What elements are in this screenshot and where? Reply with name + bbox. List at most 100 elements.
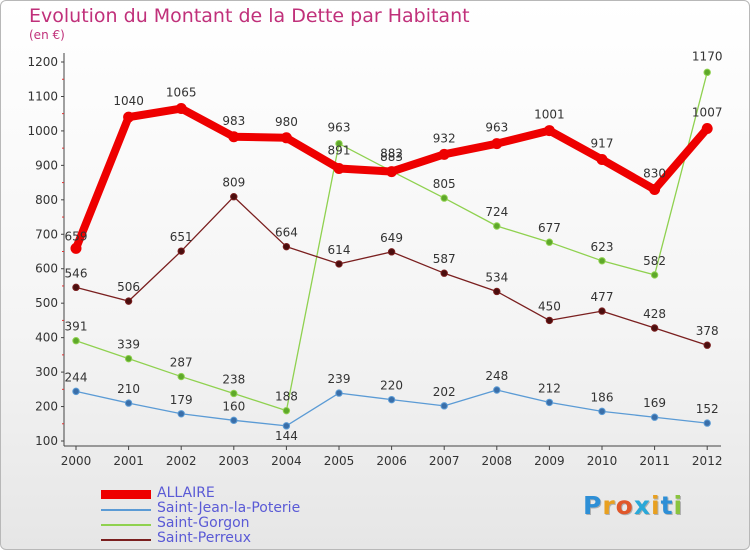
data-label: 883 <box>380 150 403 164</box>
data-label: 546 <box>65 266 88 280</box>
data-point <box>124 354 133 363</box>
y-tick-label: 500 <box>35 296 58 310</box>
series-line-allaire <box>72 104 712 253</box>
x-tick-label: 2003 <box>219 454 250 468</box>
data-label: 664 <box>275 226 298 240</box>
data-point <box>280 132 292 144</box>
data-label: 152 <box>696 402 719 416</box>
data-point <box>124 399 133 407</box>
data-point <box>440 269 448 277</box>
data-point <box>72 337 80 345</box>
data-point <box>335 389 343 397</box>
data-label: 534 <box>485 270 508 284</box>
data-label: 212 <box>538 381 561 395</box>
data-point <box>438 148 450 160</box>
data-label: 724 <box>485 205 508 219</box>
y-tick-label: 200 <box>35 400 58 414</box>
legend-swatch <box>101 539 151 541</box>
data-label: 1007 <box>692 105 723 119</box>
x-tick-label: 2009 <box>534 454 565 468</box>
data-label: 477 <box>591 290 614 304</box>
data-label: 506 <box>117 280 140 294</box>
logo-letter: P <box>583 491 603 520</box>
data-point <box>123 111 135 123</box>
logo-letter: o <box>615 491 634 520</box>
data-label: 649 <box>380 231 403 245</box>
data-point <box>72 387 80 396</box>
data-label: 179 <box>170 393 193 407</box>
data-label: 917 <box>591 137 614 151</box>
data-point <box>282 406 291 415</box>
y-tick-label: 1000 <box>27 124 58 138</box>
data-label: 587 <box>433 252 456 266</box>
data-point <box>230 389 238 398</box>
logo-letter: i <box>673 491 684 520</box>
data-point <box>230 416 238 425</box>
data-point <box>701 122 713 134</box>
data-point <box>282 242 291 251</box>
data-label: 659 <box>65 229 88 243</box>
data-label: 932 <box>433 131 456 145</box>
data-label: 238 <box>222 372 245 386</box>
data-label: 1065 <box>166 86 197 100</box>
data-point <box>545 316 554 325</box>
data-point <box>440 402 448 410</box>
data-point <box>333 162 345 174</box>
legend-swatch <box>101 490 151 499</box>
data-point <box>335 260 343 268</box>
data-point <box>649 183 661 195</box>
data-point <box>598 407 606 416</box>
y-tick-label: 100 <box>35 434 58 448</box>
y-tick-label: 600 <box>35 262 58 276</box>
data-point <box>493 222 501 230</box>
logo-letter: t <box>660 491 674 520</box>
data-point <box>703 341 711 349</box>
y-tick-label: 1200 <box>27 55 58 69</box>
data-label: 244 <box>65 370 88 384</box>
data-point <box>282 422 291 430</box>
data-point <box>387 248 396 256</box>
x-tick-label: 2012 <box>692 454 723 468</box>
logo-letter: i <box>651 491 661 520</box>
data-label: 983 <box>222 114 245 128</box>
data-point <box>228 131 240 143</box>
data-point <box>124 297 133 305</box>
proxiti-logo: Proxiti <box>583 491 683 520</box>
y-tick-label: 700 <box>35 227 58 241</box>
data-label: 1040 <box>113 94 144 108</box>
data-label: 677 <box>538 221 561 235</box>
data-point <box>177 410 185 418</box>
data-point <box>703 68 711 77</box>
x-tick-label: 2006 <box>376 454 407 468</box>
data-label: 614 <box>328 243 351 257</box>
data-point <box>493 386 501 394</box>
data-point <box>650 413 659 421</box>
data-point <box>177 247 185 255</box>
data-label: 188 <box>275 390 298 404</box>
data-label: 169 <box>643 396 666 410</box>
data-point <box>491 138 503 150</box>
data-label: 391 <box>65 320 88 334</box>
data-point <box>386 166 398 178</box>
data-label: 882 <box>380 147 403 161</box>
data-label: 378 <box>696 324 719 338</box>
data-point <box>177 372 185 381</box>
data-point <box>596 154 608 166</box>
legend-label: Saint-Perreux <box>157 530 252 546</box>
data-label: 891 <box>328 143 351 157</box>
x-tick-label: 2004 <box>271 454 302 468</box>
data-label: 809 <box>222 176 245 190</box>
x-tick-label: 2002 <box>166 454 197 468</box>
data-point <box>543 125 555 137</box>
x-tick-label: 2001 <box>113 454 144 468</box>
logo-letter: x <box>633 491 651 520</box>
data-point <box>545 238 554 246</box>
legend-label: ALLAIRE <box>157 485 215 501</box>
data-label: 450 <box>538 299 561 313</box>
legend-swatch <box>101 524 151 526</box>
data-label: 963 <box>328 121 351 135</box>
data-label: 651 <box>170 230 193 244</box>
data-point <box>70 242 82 254</box>
y-tick-label: 1100 <box>27 89 58 103</box>
